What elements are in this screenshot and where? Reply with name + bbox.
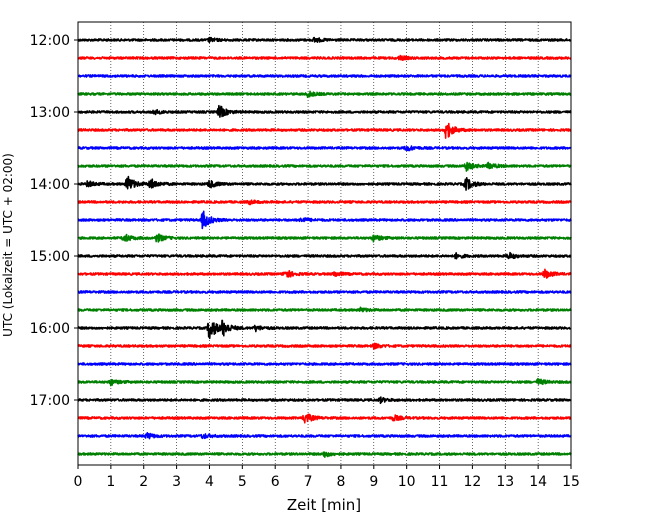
x-tick-label: 0 xyxy=(74,474,83,490)
x-tick-label: 4 xyxy=(205,474,214,490)
y-tick-label: 16:00 xyxy=(30,321,70,337)
trace-row xyxy=(77,319,572,340)
trace-row xyxy=(77,54,572,61)
trace-row xyxy=(77,175,572,191)
trace-row xyxy=(77,210,572,230)
trace-row xyxy=(77,362,572,366)
x-tick-label: 3 xyxy=(172,474,181,490)
trace-row xyxy=(77,145,572,152)
axis-ticks: 0 1 2 3 4 5 6 7 8 9 10 11 12 13 14 1512:0013:0014:0015:… xyxy=(30,33,580,490)
trace-row xyxy=(77,251,572,260)
trace-row xyxy=(77,342,572,351)
trace-row xyxy=(77,122,572,139)
trace-row xyxy=(77,451,572,458)
y-axis-label: UTC (Lokalzeit = UTC + 02:00) xyxy=(1,153,15,337)
trace-row xyxy=(77,199,572,206)
trace-row xyxy=(77,413,572,424)
x-tick-label: 12 xyxy=(463,474,481,490)
x-tick-label: 5 xyxy=(238,474,247,490)
trace-row xyxy=(77,431,572,440)
x-tick-label: 14 xyxy=(529,474,547,490)
x-axis-label: Zeit [min] xyxy=(287,496,361,514)
x-tick-label: 9 xyxy=(369,474,378,490)
trace-row xyxy=(77,396,572,405)
x-tick-label: 8 xyxy=(336,474,345,490)
plot-frame xyxy=(77,21,572,466)
x-tick-label: 2 xyxy=(139,474,148,490)
x-tick-label: 11 xyxy=(431,474,449,490)
trace-row xyxy=(77,290,572,294)
trace-row xyxy=(77,306,572,313)
trace-row xyxy=(77,233,572,243)
x-tick-label: 1 xyxy=(106,474,115,490)
trace-row xyxy=(77,377,572,387)
trace-row xyxy=(77,268,572,279)
y-tick-label: 14:00 xyxy=(30,177,70,193)
y-tick-label: 12:00 xyxy=(30,33,70,49)
trace-series xyxy=(77,36,572,458)
x-tick-label: 7 xyxy=(304,474,313,490)
trace-row xyxy=(77,74,572,78)
trace-row xyxy=(77,90,572,99)
x-tick-label: 13 xyxy=(496,474,514,490)
trace-row xyxy=(77,104,572,118)
y-tick-label: 13:00 xyxy=(30,105,70,121)
y-tick-label: 17:00 xyxy=(30,393,70,409)
trace-row xyxy=(77,36,572,44)
y-tick-label: 15:00 xyxy=(30,249,70,265)
x-tick-label: 6 xyxy=(271,474,280,490)
x-tick-label: 10 xyxy=(398,474,416,490)
grid-lines xyxy=(110,22,539,465)
trace-row xyxy=(77,161,572,172)
x-tick-label: 15 xyxy=(562,474,580,490)
